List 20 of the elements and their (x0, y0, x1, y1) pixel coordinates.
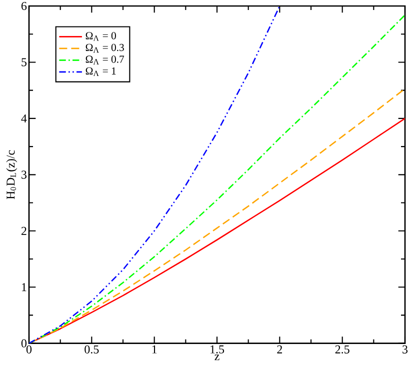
y-tick-label: 6 (21, 2, 27, 10)
y-tick-label: 5 (22, 58, 26, 66)
y-tick-label: 2 (21, 226, 26, 235)
x-tick-label: 2.5 (335, 345, 350, 354)
x-tick-label: 0.5 (84, 345, 99, 354)
y-tick-label: 0 (21, 339, 26, 348)
y-tick-label: 1 (22, 282, 26, 291)
x-tick-label: 1 (152, 345, 157, 354)
y-tick-label: 3 (22, 170, 26, 179)
legend-label: Ω$_{Λ}$ = 0.3 (86, 44, 124, 52)
x-tick-label: 2 (277, 345, 282, 354)
y-tick-label: 4 (21, 114, 27, 122)
line-series (29, 6, 280, 344)
x-tick-label: 3 (402, 345, 408, 354)
legend-label: Ω$_{Λ}$ = 1 (86, 67, 116, 76)
x-axis-title: z (214, 354, 220, 360)
y-axis-title: H$_{0}$D$_{L}$(z)/c (6, 150, 18, 199)
x-tick-label: 1.5 (210, 345, 224, 354)
legend-label: Ω$_{Λ}$ = 0 (86, 32, 116, 41)
legend-label: Ω$_{Λ}$ = 0.7 (86, 55, 124, 64)
